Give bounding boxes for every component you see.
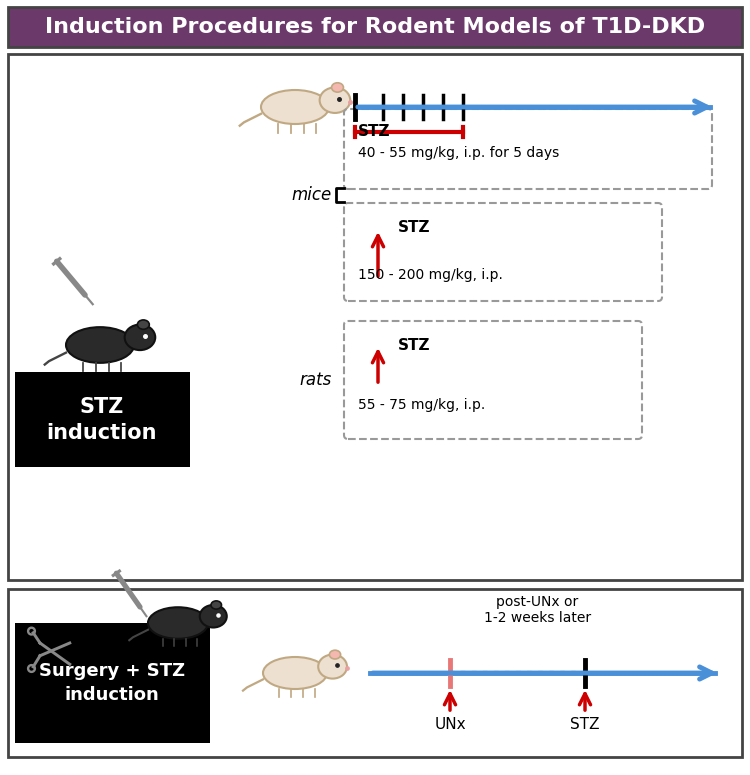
Ellipse shape bbox=[329, 650, 340, 659]
FancyBboxPatch shape bbox=[15, 372, 190, 467]
Ellipse shape bbox=[263, 657, 327, 689]
Text: STZ: STZ bbox=[570, 717, 600, 732]
FancyBboxPatch shape bbox=[15, 623, 210, 743]
Ellipse shape bbox=[137, 320, 149, 329]
Text: STZ: STZ bbox=[398, 219, 430, 235]
FancyBboxPatch shape bbox=[344, 203, 662, 301]
FancyBboxPatch shape bbox=[344, 109, 712, 189]
Ellipse shape bbox=[318, 655, 347, 679]
Text: Surgery + STZ
induction: Surgery + STZ induction bbox=[39, 662, 185, 704]
Text: 40 - 55 mg/kg, i.p. for 5 days: 40 - 55 mg/kg, i.p. for 5 days bbox=[358, 146, 560, 160]
FancyBboxPatch shape bbox=[8, 589, 742, 757]
Ellipse shape bbox=[320, 88, 350, 113]
Text: STZ: STZ bbox=[358, 123, 391, 139]
Ellipse shape bbox=[211, 601, 221, 609]
Text: 55 - 75 mg/kg, i.p.: 55 - 75 mg/kg, i.p. bbox=[358, 398, 485, 412]
Ellipse shape bbox=[148, 608, 208, 639]
Ellipse shape bbox=[261, 90, 329, 124]
Text: Induction Procedures for Rodent Models of T1D-DKD: Induction Procedures for Rodent Models o… bbox=[45, 17, 705, 37]
Text: 150 - 200 mg/kg, i.p.: 150 - 200 mg/kg, i.p. bbox=[358, 268, 503, 282]
FancyBboxPatch shape bbox=[8, 7, 742, 47]
Text: post-UNx or
1-2 weeks later: post-UNx or 1-2 weeks later bbox=[484, 594, 591, 625]
FancyBboxPatch shape bbox=[8, 54, 742, 580]
Text: rats: rats bbox=[300, 371, 332, 389]
Ellipse shape bbox=[332, 83, 344, 92]
Text: mice: mice bbox=[292, 186, 332, 204]
Text: UNx: UNx bbox=[434, 717, 466, 732]
Text: STZ: STZ bbox=[398, 337, 430, 353]
Ellipse shape bbox=[124, 325, 155, 350]
Ellipse shape bbox=[200, 605, 226, 628]
Ellipse shape bbox=[66, 327, 134, 363]
Text: STZ
induction: STZ induction bbox=[46, 397, 158, 443]
FancyBboxPatch shape bbox=[344, 321, 642, 439]
